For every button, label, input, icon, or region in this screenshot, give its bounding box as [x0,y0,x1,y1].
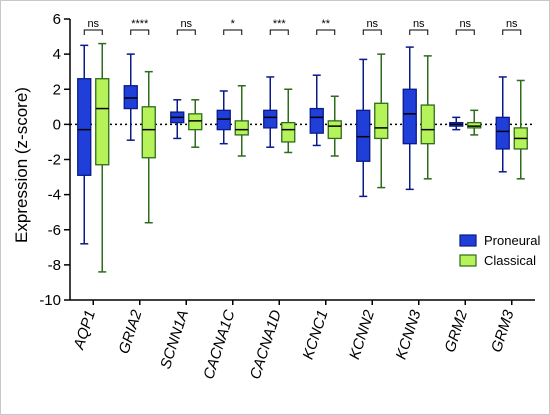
box-iqr [402,88,417,145]
box-classical-kcnn3 [420,55,435,180]
y-tick-label: -4 [48,187,61,204]
box-classical-kcnn2 [374,53,389,189]
box-iqr [123,85,138,110]
box-classical-grm2 [467,109,482,136]
legend: Proneural Classical [459,233,540,268]
significance-bracket [455,29,475,35]
y-tick-label: 6 [53,11,61,28]
box-proneural-aqp1 [77,44,92,245]
box-classical-grm3 [513,79,528,180]
significance-annotations: ns **** ns * *** ** ns ns ns ns [83,18,522,35]
significance-label: * [231,18,236,30]
box-proneural-grm2 [449,116,464,131]
box-iqr [263,109,278,129]
box-iqr [374,102,389,140]
significance-bracket [409,29,429,35]
box-proneural-grm3 [495,76,510,173]
significance-bracket [176,29,196,35]
box-proneural-kcnc1 [309,74,324,147]
box-iqr [356,109,371,162]
significance-bracket [223,29,243,35]
significance-label: **** [131,18,149,30]
box-iqr [216,109,231,131]
legend-swatch-proneural [459,234,477,247]
significance-bracket [130,29,150,35]
significance-label: *** [273,18,287,30]
y-tick-label: -2 [48,152,61,169]
legend-label-proneural: Proneural [484,233,540,248]
significance-label: ns [459,18,471,30]
box-classical-cacna1c [234,84,249,157]
significance-label: ns [366,18,378,30]
significance-label: ** [321,18,330,30]
box-iqr [467,121,482,129]
box-iqr [327,120,342,140]
box-iqr [420,104,435,145]
significance-label: ns [180,18,192,30]
box-iqr [281,121,296,143]
box-proneural-gria2 [123,53,138,141]
box-proneural-scnn1a [170,99,185,140]
y-tick-label: 2 [53,81,61,98]
box-iqr [234,120,249,136]
box-classical-cacna1d [281,88,296,154]
y-tick-label: 4 [53,46,61,63]
significance-bracket [502,29,522,35]
y-tick-label: -8 [48,257,61,274]
y-tick-label: 0 [53,116,61,133]
significance-label: ns [506,18,518,30]
significance-bracket [269,29,289,35]
box-iqr [141,106,156,159]
y-tick-label: -6 [48,222,61,239]
box-iqr [495,116,510,150]
box-classical-gria2 [141,70,156,224]
box-proneural-kcnn3 [402,46,417,191]
significance-label: ns [87,18,99,30]
y-axis-title: Expression (z-score) [12,87,31,243]
plot-area [70,42,535,273]
box-classical-kcnc1 [327,95,342,157]
box-classical-aqp1 [95,42,110,273]
box-proneural-cacna1c [216,90,231,145]
box-iqr [95,78,110,166]
significance-label: ns [413,18,425,30]
legend-label-classical: Classical [484,253,536,268]
legend-swatch-classical [459,254,477,267]
y-axis: 6 4 2 0 -2 -4 -6 -8 -10 [39,11,71,309]
significance-bracket [83,29,103,35]
y-tick-label: -10 [39,292,61,309]
box-proneural-cacna1d [263,76,278,148]
box-iqr [77,78,92,176]
box-proneural-kcnn2 [356,58,371,198]
significance-bracket [316,29,336,35]
significance-bracket [362,29,382,35]
box-iqr [188,113,203,131]
box-classical-scnn1a [188,99,203,148]
box-iqr [309,107,324,134]
